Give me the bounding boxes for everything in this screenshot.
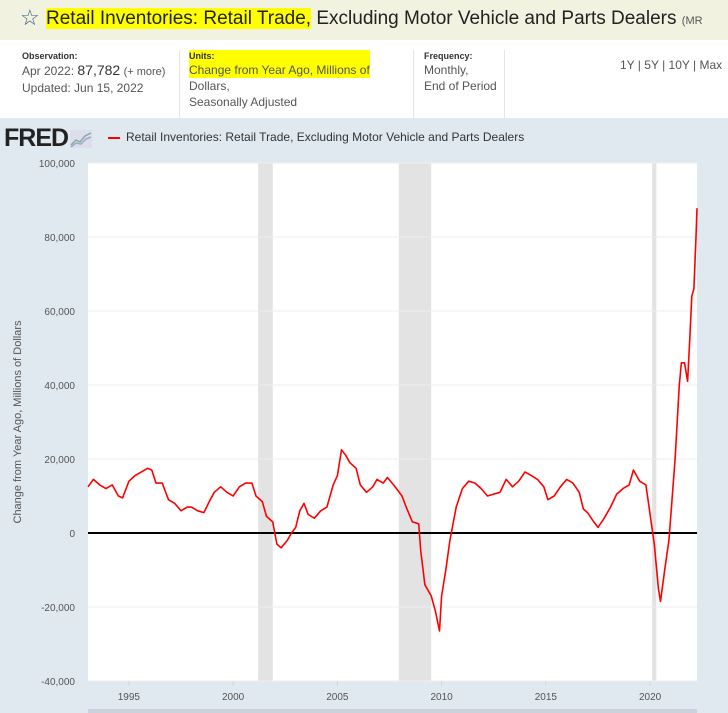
line-chart: -40,000 -20,000 0 20,000 40,000 60,000 80,000 1… [12, 159, 698, 713]
range-5y[interactable]: 5Y [644, 58, 659, 72]
x-tick-label: 1995 [118, 692, 141, 703]
star-icon[interactable]: ☆ [20, 5, 40, 30]
y-tick-label: 40,000 [44, 381, 75, 392]
y-tick-label: -40,000 [41, 677, 75, 688]
page-title: Retail Inventories: Retail Trade, Exclud… [46, 8, 703, 29]
fred-logo: FRED [4, 124, 93, 153]
recession-band [652, 163, 657, 681]
y-tick-label: 80,000 [44, 233, 75, 244]
frequency-block: Frequency: Monthly, End of Period [424, 51, 497, 93]
observation-block: Observation: Apr 2022: 87,782 (+ more) U… [22, 51, 166, 95]
y-tick-label: 100,000 [39, 159, 76, 170]
divider [179, 50, 180, 118]
divider [504, 50, 505, 118]
chart-panel: FRED Retail Inventories: Retail Trade, E… [0, 118, 728, 713]
x-tick-label: 2020 [639, 692, 662, 703]
more-link[interactable]: (+ more) [123, 66, 166, 78]
x-tick-label: 2015 [535, 692, 558, 703]
y-tick-label: -20,000 [41, 603, 75, 614]
y-tick-label: 0 [69, 529, 75, 540]
y-tick-label: 20,000 [44, 455, 75, 466]
chart-logo-icon [70, 130, 93, 148]
x-tick-label: 2000 [222, 692, 245, 703]
range-1y[interactable]: 1Y [620, 58, 635, 72]
y-axis-label: Change from Year Ago, Millions of Dollar… [12, 320, 24, 523]
series-line [87, 208, 698, 632]
x-tick-label: 2005 [326, 692, 349, 703]
chart-legend: Retail Inventories: Retail Trade, Exclud… [108, 130, 524, 144]
plot-area [88, 163, 697, 681]
series-meta: Observation: Apr 2022: 87,782 (+ more) U… [0, 40, 728, 118]
legend-swatch [108, 136, 120, 139]
x-tick-label: 2010 [430, 692, 453, 703]
date-range-selector: 1Y | 5Y | 10Y | Max [620, 58, 723, 72]
range-10y[interactable]: 10Y [668, 58, 690, 72]
recession-band [398, 163, 432, 681]
recession-band [258, 163, 273, 681]
y-tick-label: 60,000 [44, 307, 75, 318]
divider [413, 50, 414, 118]
range-max[interactable]: Max [699, 58, 723, 72]
units-block: Units: Change from Year Ago, Millions of… [189, 50, 370, 109]
title-bar: ☆ Retail Inventories: Retail Trade, Excl… [0, 0, 728, 40]
navigator-bar [88, 709, 697, 713]
